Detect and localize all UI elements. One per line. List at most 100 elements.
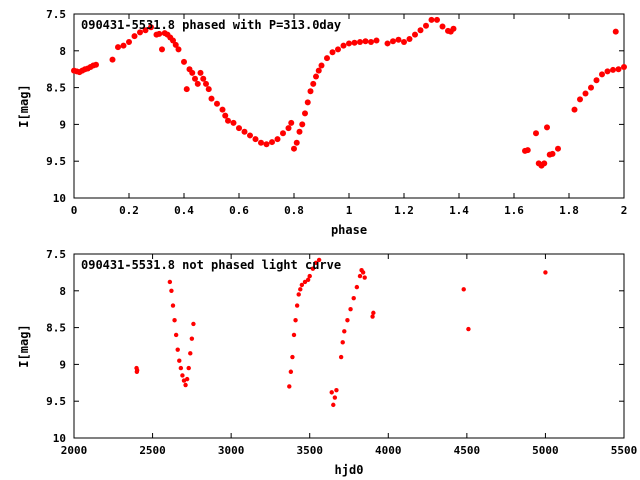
data-point xyxy=(604,68,611,75)
data-point xyxy=(555,145,561,152)
data-point xyxy=(302,279,308,285)
data-point xyxy=(302,110,308,117)
data-point xyxy=(428,16,435,23)
x-tick-label: 0 xyxy=(71,204,78,217)
data-point xyxy=(205,86,212,93)
data-point xyxy=(329,49,336,56)
y-tick-label: 10 xyxy=(53,192,66,205)
x-tick-label: 2 xyxy=(621,204,628,217)
data-point xyxy=(417,27,424,34)
y-tick-label: 9.5 xyxy=(46,395,66,408)
data-point xyxy=(544,124,550,131)
y-tick-label: 8 xyxy=(59,45,66,58)
data-point xyxy=(305,277,311,282)
data-point xyxy=(390,38,396,45)
data-point xyxy=(549,150,556,157)
data-point xyxy=(177,358,182,363)
data-point xyxy=(219,106,226,113)
x-tick-label: 2500 xyxy=(139,444,166,457)
data-point xyxy=(299,121,306,128)
data-point xyxy=(296,292,301,297)
data-point xyxy=(175,46,182,53)
data-point xyxy=(200,75,207,82)
data-point xyxy=(439,23,446,30)
data-point xyxy=(373,37,380,44)
data-point xyxy=(137,29,143,36)
data-point xyxy=(357,273,363,279)
x-tick-label: 3500 xyxy=(296,444,323,457)
data-point xyxy=(346,40,352,47)
plot-frame xyxy=(73,253,625,439)
data-point xyxy=(148,24,154,31)
data-point xyxy=(345,318,350,323)
y-tick-label: 7.5 xyxy=(46,8,66,21)
data-point xyxy=(621,63,627,70)
data-point xyxy=(167,279,173,285)
x-axis-title: hjd0 xyxy=(335,463,364,477)
data-point xyxy=(293,318,298,323)
data-point xyxy=(318,62,325,69)
data-point xyxy=(131,33,138,40)
data-point xyxy=(316,257,322,263)
data-point xyxy=(351,295,356,301)
x-tick-label: 0.8 xyxy=(284,204,304,217)
data-point xyxy=(310,80,317,87)
data-point xyxy=(142,27,149,34)
y-axis-title: I[mag] xyxy=(17,324,31,367)
data-point xyxy=(175,347,180,352)
data-point xyxy=(192,75,198,82)
data-point xyxy=(588,84,594,91)
data-point xyxy=(189,69,196,76)
data-point xyxy=(285,125,292,132)
data-point xyxy=(450,25,457,32)
y-axis-title: I[mag] xyxy=(17,84,31,127)
data-point xyxy=(189,336,195,341)
y-tick-label: 9 xyxy=(59,358,66,371)
data-point xyxy=(203,80,209,87)
x-tick-label: 1.6 xyxy=(504,204,524,217)
y-tick-label: 8 xyxy=(59,285,66,298)
data-point xyxy=(593,77,600,84)
data-point xyxy=(615,66,622,73)
data-point xyxy=(197,69,204,76)
data-point xyxy=(186,365,191,371)
data-point xyxy=(236,125,242,132)
phased-light-curve-plot: 0 0.2 0.4 0.6 0.8 1 1.2 1.4 1.6 1.8 2 7.5 8 8.5 9 9.5 10… xyxy=(17,8,627,237)
data-point xyxy=(274,136,281,143)
data-point xyxy=(291,145,297,152)
data-point xyxy=(172,318,177,323)
data-point xyxy=(120,42,127,49)
data-point xyxy=(348,307,353,312)
data-point xyxy=(329,390,334,395)
data-point xyxy=(291,332,297,338)
data-point xyxy=(294,303,300,308)
data-point xyxy=(290,354,295,360)
data-point xyxy=(126,38,132,45)
x-tick-label: 1.8 xyxy=(559,204,579,217)
data-point xyxy=(461,287,466,292)
data-point xyxy=(371,310,376,316)
data-point xyxy=(181,58,187,65)
data-point xyxy=(172,41,179,48)
data-point xyxy=(194,80,201,87)
y-tick-label: 7.5 xyxy=(46,248,66,261)
data-point xyxy=(612,28,619,35)
data-point xyxy=(184,376,190,382)
data-point xyxy=(263,141,270,148)
data-point xyxy=(159,46,165,53)
data-point xyxy=(258,139,264,146)
data-point xyxy=(466,326,471,332)
data-point xyxy=(543,270,548,275)
data-point xyxy=(93,61,99,68)
x-tick-label: 3000 xyxy=(218,444,245,457)
data-point xyxy=(307,88,314,95)
data-point xyxy=(423,22,429,29)
x-tick-label: 1 xyxy=(346,204,353,217)
data-point xyxy=(313,260,319,266)
data-point xyxy=(360,270,366,275)
data-point xyxy=(335,46,341,53)
data-point xyxy=(222,112,229,119)
data-point xyxy=(334,387,339,393)
data-point xyxy=(362,38,369,45)
